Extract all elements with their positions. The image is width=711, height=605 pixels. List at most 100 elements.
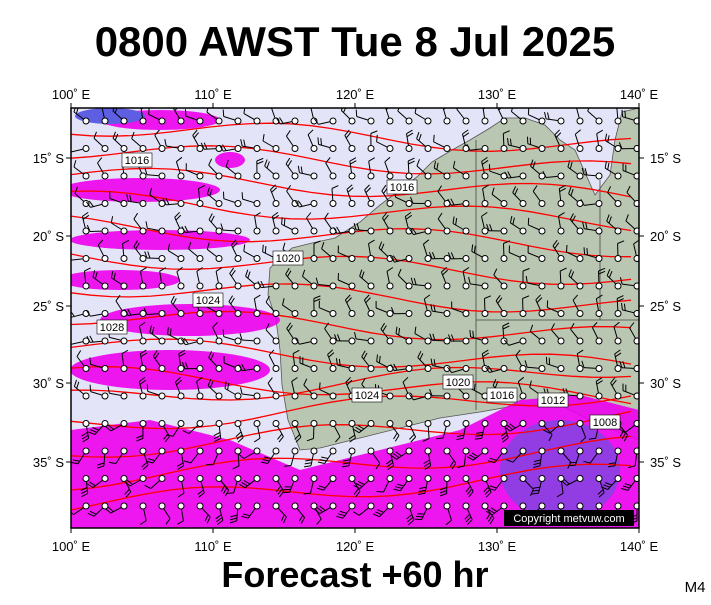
barb-station bbox=[102, 393, 108, 399]
barb-station bbox=[349, 338, 355, 344]
barb-station bbox=[520, 228, 526, 234]
barb-station bbox=[539, 256, 545, 262]
barb-station bbox=[235, 503, 241, 509]
barb-station bbox=[577, 338, 583, 344]
barb-station bbox=[235, 311, 241, 317]
barb-station bbox=[159, 448, 165, 454]
barb-station bbox=[121, 366, 127, 372]
barb-station bbox=[235, 338, 241, 344]
barb-station bbox=[311, 448, 317, 454]
barb-station bbox=[463, 393, 469, 399]
barb-station bbox=[520, 476, 526, 482]
barb-station bbox=[121, 228, 127, 234]
barb-station bbox=[254, 476, 260, 482]
barb-station bbox=[140, 421, 146, 427]
barb-station bbox=[615, 173, 621, 179]
barb-station bbox=[216, 366, 222, 372]
barb-station bbox=[463, 256, 469, 262]
barb-station bbox=[425, 476, 431, 482]
barb-station bbox=[197, 476, 203, 482]
lon-label: 100˚ E bbox=[52, 87, 91, 102]
barb-station bbox=[273, 503, 279, 509]
isobar-label: 1016 bbox=[490, 390, 514, 402]
barb-station bbox=[501, 228, 507, 234]
barb-station bbox=[406, 256, 412, 262]
barb-station bbox=[615, 256, 621, 262]
barb-station bbox=[254, 503, 260, 509]
barb-station bbox=[482, 421, 488, 427]
barb-station bbox=[159, 118, 165, 124]
barb-station bbox=[102, 146, 108, 152]
barb-station bbox=[539, 476, 545, 482]
barb-station bbox=[596, 228, 602, 234]
barb-station bbox=[102, 118, 108, 124]
barb-station bbox=[558, 228, 564, 234]
barb-station bbox=[596, 476, 602, 482]
isobar-label: 1016 bbox=[390, 182, 414, 194]
barb-station bbox=[121, 503, 127, 509]
barb-station bbox=[368, 476, 374, 482]
barb-station bbox=[539, 118, 545, 124]
barb-flag bbox=[470, 330, 471, 337]
barb-station bbox=[520, 503, 526, 509]
barb-station bbox=[159, 476, 165, 482]
barb-station bbox=[159, 146, 165, 152]
barb-station bbox=[235, 228, 241, 234]
barb-station bbox=[83, 421, 89, 427]
barb-station bbox=[140, 228, 146, 234]
barb-station bbox=[539, 448, 545, 454]
barb-station bbox=[292, 366, 298, 372]
barb-station bbox=[102, 256, 108, 262]
barb-station bbox=[368, 146, 374, 152]
lon-label: 120˚ E bbox=[336, 87, 375, 102]
barb-station bbox=[463, 366, 469, 372]
lat-label: 25˚ S bbox=[33, 299, 64, 314]
barb-station bbox=[406, 503, 412, 509]
copyright: Copyright metvuw.com bbox=[513, 513, 624, 525]
barb-station bbox=[558, 256, 564, 262]
barb-flag bbox=[271, 102, 276, 107]
barb-station bbox=[596, 393, 602, 399]
barb-station bbox=[178, 201, 184, 207]
barb-station bbox=[387, 393, 393, 399]
barb-station bbox=[520, 201, 526, 207]
lat-label: 35˚ S bbox=[33, 455, 64, 470]
barb-station bbox=[197, 118, 203, 124]
barb-station bbox=[596, 503, 602, 509]
barb-station bbox=[463, 283, 469, 289]
barb-station bbox=[292, 393, 298, 399]
barb-station bbox=[273, 311, 279, 317]
barb-station bbox=[444, 421, 450, 427]
barb-station bbox=[83, 503, 89, 509]
barb-station bbox=[577, 146, 583, 152]
barb-station bbox=[387, 311, 393, 317]
barb-station bbox=[463, 476, 469, 482]
barb-flag bbox=[415, 519, 422, 520]
barb-station bbox=[520, 366, 526, 372]
barb-station bbox=[178, 118, 184, 124]
barb-station bbox=[292, 118, 298, 124]
barb-station bbox=[387, 173, 393, 179]
barb-station bbox=[501, 366, 507, 372]
barb-station bbox=[596, 366, 602, 372]
lat-label: 30˚ S bbox=[33, 376, 64, 391]
barb-station bbox=[558, 503, 564, 509]
barb-station bbox=[159, 283, 165, 289]
barb-station bbox=[387, 228, 393, 234]
barb-station bbox=[520, 283, 526, 289]
barb-station bbox=[368, 173, 374, 179]
barb-station bbox=[425, 366, 431, 372]
barb-flag bbox=[318, 137, 319, 144]
barb-station bbox=[311, 146, 317, 152]
barb-station bbox=[311, 503, 317, 509]
barb-station bbox=[197, 421, 203, 427]
barb-station bbox=[83, 146, 89, 152]
barb-station bbox=[102, 366, 108, 372]
barb-station bbox=[235, 146, 241, 152]
barb-station bbox=[463, 311, 469, 317]
barb-station bbox=[197, 311, 203, 317]
barb-station bbox=[330, 476, 336, 482]
barb-station bbox=[577, 476, 583, 482]
barb-station bbox=[615, 228, 621, 234]
barb-station bbox=[349, 173, 355, 179]
